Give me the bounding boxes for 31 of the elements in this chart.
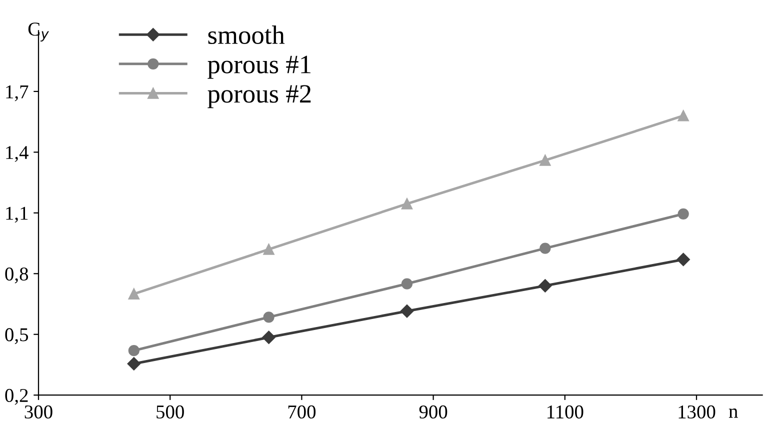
point [263, 244, 274, 255]
x-tick-label: 500 [156, 405, 184, 419]
point [540, 242, 551, 254]
y-tick-label: 0,2 [5, 388, 28, 405]
point [678, 208, 689, 220]
y-tick-label: 1,4 [6, 146, 28, 162]
point [263, 312, 274, 323]
point [400, 304, 414, 318]
point [127, 357, 140, 370]
point [401, 198, 413, 210]
legend-label: smooth [208, 25, 285, 44]
point [676, 252, 690, 266]
point [678, 110, 689, 122]
point [538, 279, 552, 292]
x-tick-label: 900 [419, 405, 448, 419]
x-axis-title: n [728, 408, 738, 418]
point [128, 345, 140, 356]
y-tick-label: 0,8 [5, 267, 28, 284]
point [262, 330, 276, 344]
y-tick-label: 1,1 [6, 206, 28, 223]
point [128, 288, 140, 300]
x-tick-label: 300 [24, 405, 52, 419]
legend-label: porous #1 [208, 56, 310, 79]
x-tick-label: 1100 [548, 405, 584, 419]
legend-label: porous #2 [208, 85, 311, 108]
x-tick-label: 1300 [678, 405, 716, 419]
y-tick-label: 1,7 [6, 85, 28, 102]
point [401, 278, 413, 290]
y-tick-label: 0,5 [5, 328, 28, 344]
point [540, 154, 551, 166]
x-tick-label: 700 [288, 405, 316, 419]
